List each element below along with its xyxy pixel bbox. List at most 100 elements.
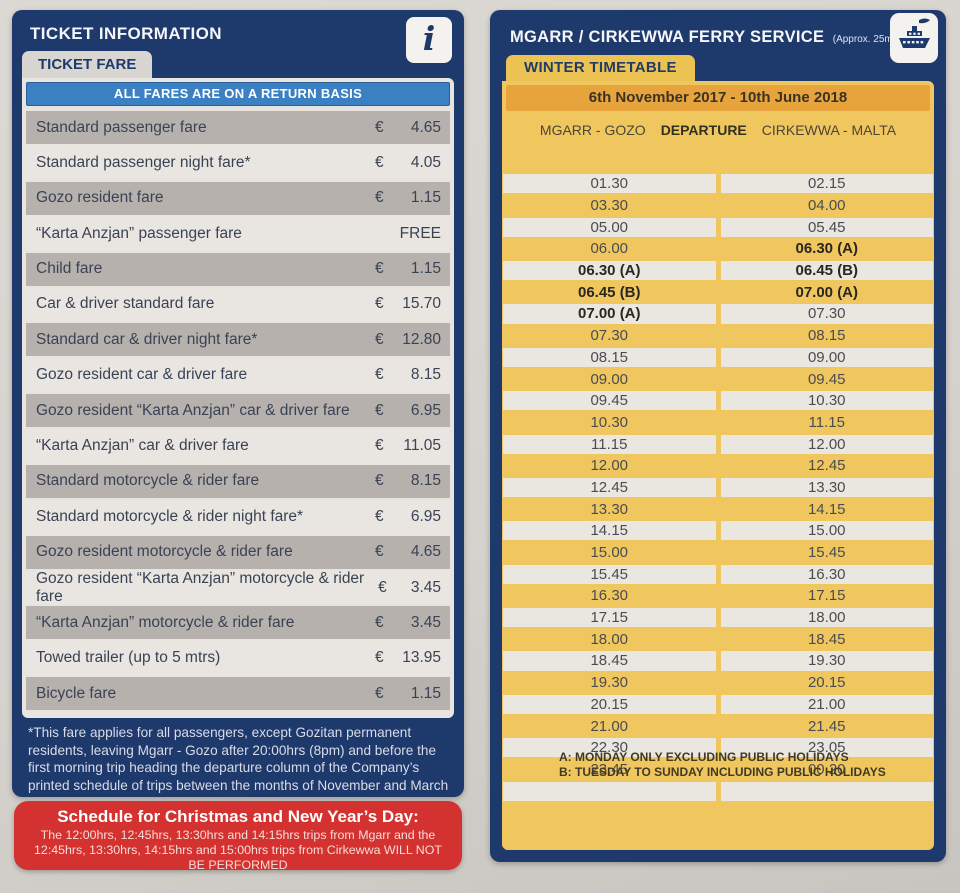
currency-symbol: €: [375, 472, 384, 490]
mgarr-departure-time: 14.15: [503, 521, 716, 541]
fare-price: € 6.95: [375, 508, 441, 526]
mgarr-departure-time: 18.45: [503, 651, 716, 671]
mgarr-departure-time: 06.45 (B): [577, 283, 641, 301]
departure-row: 19.30 20.15: [503, 672, 933, 694]
mgarr-departure-time: 09.45: [503, 391, 716, 411]
fare-price: € 3.45: [375, 614, 441, 632]
timetable-column-header: MGARR - GOZO DEPARTURE CIRKEWWA - MALTA: [502, 115, 934, 145]
fare-list: Standard passenger fare € 4.65 Standard …: [26, 111, 450, 713]
currency-symbol: €: [375, 118, 384, 136]
fare-label: Gozo resident motorcycle & rider fare: [36, 543, 293, 561]
fare-price: € 1.15: [375, 189, 441, 207]
fare-row: Gozo resident “Karta Anzjan” car & drive…: [26, 394, 450, 428]
fare-row: Car & driver standard fare € 15.70: [26, 287, 450, 321]
fare-amount: 3.45: [410, 613, 441, 631]
fare-label: Gozo resident “Karta Anzjan” motorcycle …: [36, 569, 365, 605]
departure-row: 06.00 06.30 (A): [503, 238, 933, 260]
cirkewwa-departure-time: 23.05: [720, 738, 933, 758]
departure-row: 17.15 18.00: [503, 607, 933, 629]
departure-row: 07.00 (A) 07.30: [503, 303, 933, 325]
fare-label: Gozo resident “Karta Anzjan” car & drive…: [36, 401, 350, 419]
mgarr-departure-time: 21.00: [590, 717, 629, 735]
departure-row: 11.15 12.00: [503, 433, 933, 455]
cirkewwa-departure-time: 05.45: [720, 217, 933, 237]
empty-cell: [720, 781, 933, 801]
departure-row: 12.45 13.30: [503, 477, 933, 499]
departure-row: 15.00 15.45: [503, 542, 933, 564]
departure-rows: 01.30 02.15 03.30 04.00 05.00 05.45: [503, 173, 933, 802]
mgarr-departure-time: 07.00 (A): [503, 304, 716, 324]
fare-amount: 4.65: [410, 118, 441, 136]
ferry-service-title: MGARR / CIRKEWWA FERRY SERVICE: [510, 28, 825, 46]
mgarr-departure-time: 15.00: [590, 544, 629, 562]
mgarr-departure-time: 06.30 (A): [503, 261, 716, 281]
fare-price: € 12.80: [375, 331, 441, 349]
cirkewwa-departure-time: 12.45: [807, 457, 846, 475]
fare-amount: 11.05: [403, 437, 441, 455]
cirkewwa-departure-time: 02.15: [720, 174, 933, 194]
cirkewwa-departure-time: 10.30: [720, 391, 933, 411]
cirkewwa-departure-time: 09.45: [807, 370, 846, 388]
mgarr-departure-time: 12.45: [503, 477, 716, 498]
fare-label: “Karta Anzjan” motorcycle & rider fare: [36, 613, 295, 631]
fare-amount: FREE: [399, 224, 441, 242]
ferry-service-panel: MGARR / CIRKEWWA FERRY SERVICE (Approx. …: [490, 10, 946, 862]
fare-row: Towed trailer (up to 5 mtrs) € 13.95: [26, 641, 450, 675]
fare-amount: 1.15: [410, 189, 441, 207]
cirkewwa-departure-time: 18.45: [807, 630, 846, 648]
empty-cell: [503, 781, 716, 801]
cirkewwa-departure-time: 00.20: [807, 760, 846, 778]
fare-amount: 8.15: [410, 366, 441, 384]
cirkewwa-departure-time: 09.00: [720, 347, 933, 367]
mgarr-departure-time: 10.30: [590, 413, 629, 431]
fare-row: Standard passenger night fare* € 4.05: [26, 146, 450, 180]
fare-price: FREE: [375, 225, 441, 243]
fare-label: Standard passenger night fare*: [36, 153, 251, 171]
note-a: A: MONDAY ONLY EXCLUDING PUBLIC HOLIDAYS: [559, 750, 849, 764]
fare-price: € 4.65: [375, 543, 441, 561]
holiday-notice-body: The 12:00hrs, 12:45hrs, 13:30hrs and 14:…: [34, 828, 442, 872]
fare-label: Gozo resident fare: [36, 189, 164, 207]
mgarr-departure-time: 12.00: [590, 457, 629, 475]
currency-symbol: €: [375, 543, 384, 561]
fare-banner: ALL FARES ARE ON A RETURN BASIS: [26, 82, 450, 106]
fare-label: Gozo resident car & driver fare: [36, 366, 248, 384]
departure-row: 21.00 21.45: [503, 715, 933, 737]
fare-row: Standard motorcycle & rider fare € 8.15: [26, 464, 450, 498]
cirkewwa-departure-time: 21.45: [807, 717, 846, 735]
cirkewwa-departure-time: 08.15: [807, 327, 846, 345]
cirkewwa-departure-time: 13.30: [720, 477, 933, 498]
fare-row: Gozo resident “Karta Anzjan” motorcycle …: [26, 569, 450, 605]
night-fare-footnote: *This fare applies for all passengers, e…: [28, 725, 449, 793]
fare-amount: 3.45: [410, 578, 441, 596]
ticket-information-title: TICKET INFORMATION: [30, 24, 222, 43]
fare-amount: 12.80: [402, 330, 441, 348]
mgarr-departure-time: 15.45: [503, 564, 716, 584]
crossing-duration: (Approx. 25mins): [832, 34, 909, 45]
fare-amount: 15.70: [402, 295, 441, 313]
currency-symbol: €: [375, 189, 384, 207]
fare-price: € 8.15: [375, 472, 441, 490]
cirkewwa-departure-time: 07.30: [720, 304, 933, 324]
fare-price: € 6.95: [375, 402, 441, 420]
cirkewwa-departure-time: 15.00: [720, 521, 933, 541]
fare-label: Standard motorcycle & rider night fare*: [36, 507, 304, 525]
currency-symbol: €: [375, 649, 384, 667]
timetable-date-range: 6th November 2017 - 10th June 2018: [506, 85, 930, 111]
cirkewwa-departure-time: 12.00: [720, 434, 933, 454]
currency-symbol: €: [375, 507, 384, 525]
fare-row: Gozo resident fare € 1.15: [26, 181, 450, 215]
mgarr-departure-time: 16.30: [590, 587, 629, 605]
mgarr-departure-time: 23.45: [590, 760, 629, 778]
departure-row: 03.30 04.00: [503, 195, 933, 217]
fare-amount: 6.95: [410, 401, 441, 419]
fare-amount: 1.15: [410, 260, 441, 278]
cirkewwa-departure-time: 20.15: [807, 674, 846, 692]
currency-symbol: €: [375, 295, 384, 313]
ferry-service-header: MGARR / CIRKEWWA FERRY SERVICE (Approx. …: [510, 28, 909, 47]
fare-label: Standard passenger fare: [36, 118, 207, 136]
cirkewwa-departure-time: 21.00: [720, 694, 933, 714]
departure-row: 05.00 05.45: [503, 216, 933, 238]
departure-row: 15.45 16.30: [503, 563, 933, 585]
departure-row: 20.15 21.00: [503, 694, 933, 716]
